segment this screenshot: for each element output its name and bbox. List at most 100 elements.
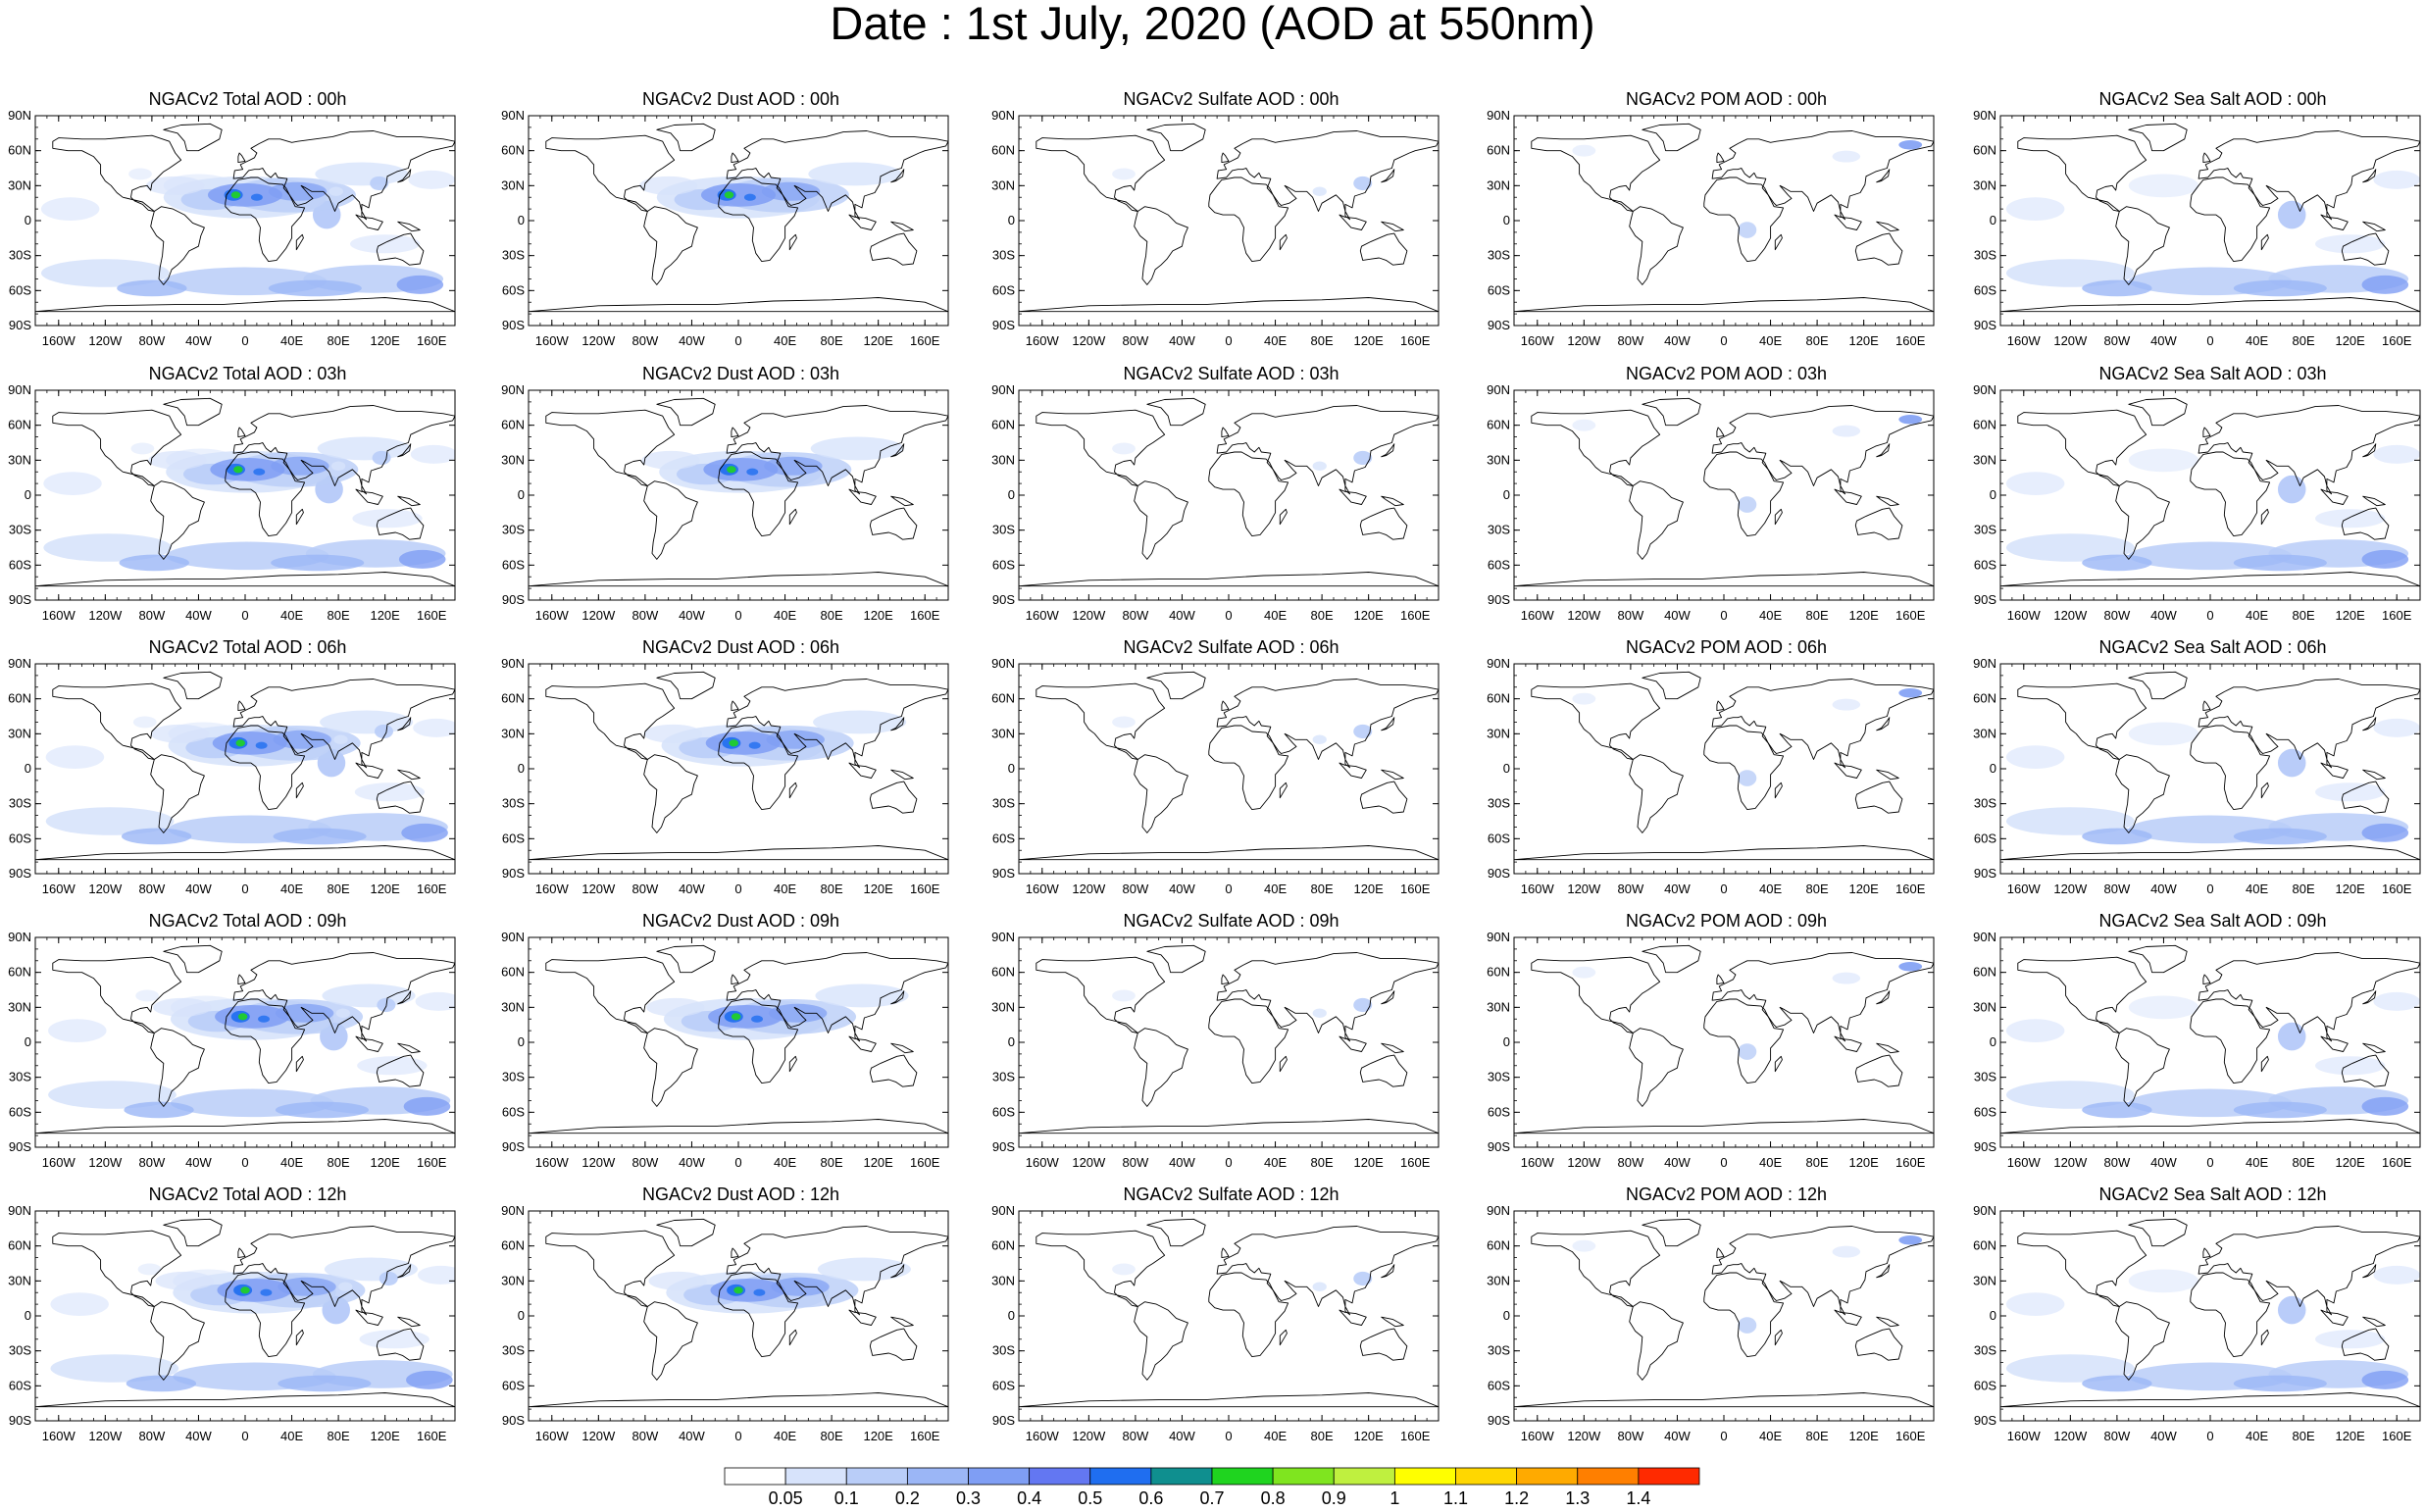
aod-field [359,1330,429,1349]
coastline [1716,974,1725,985]
coastline [890,1264,905,1279]
coastline [355,214,383,230]
aod-field [403,1096,451,1116]
coastline [355,762,383,779]
aod-map: 90N 60N 30N 0 30S 60S 90S 160W 120W 80W 40W 0 40E 80E… [991,656,1440,896]
lat-tick-label: 30S [9,248,31,263]
lat-tick-label: 60S [9,282,31,297]
lat-tick-label: 60N [1973,143,1996,158]
map-panel: NGACv2 Sulfate AOD : 12h 90N 60N 30N 0 30S 60S… [984,1184,1479,1457]
coastline [2190,998,2271,1084]
coastline [1629,206,1684,285]
lon-tick-label: 40W [185,882,212,896]
lon-tick-label: 120W [1072,882,1106,896]
aod-field [253,468,266,476]
aod-map: 90N 60N 30N 0 30S 60S 90S 160W 120W 80W 40W 0 40E 80E… [1487,382,1935,623]
lat-tick-label: 90N [8,656,31,671]
lon-tick-label: 120E [370,608,400,623]
map-panel: NGACv2 Sea Salt AOD : 06h 90N 60N 30N 0 30S 60… [1965,636,2425,910]
lat-tick-label: 60N [501,143,525,158]
lat-tick-label: 90N [8,930,31,944]
coastline [52,409,182,486]
lon-tick-label: 0 [1225,1429,1232,1443]
coastline [1629,1301,1684,1381]
coastline [2017,409,2147,486]
lat-tick-label: 30S [992,248,1015,263]
lon-tick-label: 80E [1806,1155,1829,1170]
coastline [545,1230,676,1307]
map-panel: NGACv2 Dust AOD : 03h 90N 60N 30N 0 30S 60S 90S… [493,363,988,636]
map-panel: NGACv2 Sea Salt AOD : 12h 90N 60N 30N 0 30S 60… [1965,1184,2425,1457]
coastline [397,1042,421,1054]
aod-field [768,1003,828,1023]
coastline [232,679,455,769]
aod-field [2233,1375,2327,1392]
coastline [2202,1247,2211,1259]
lon-tick-label: 80E [1311,333,1334,348]
aod-field [275,1101,370,1119]
lat-tick-label: 60N [501,965,525,980]
coastline [2320,1035,2349,1052]
lat-tick-label: 30S [1488,1070,1510,1084]
panel-title: NGACv2 Sulfate AOD : 09h [1123,911,1339,931]
lat-tick-label: 60S [502,557,525,572]
colorbar-label: 0.2 [895,1488,920,1508]
aod-field [2005,1292,2065,1316]
lat-tick-label: 30N [1487,726,1510,740]
lat-tick-label: 60N [991,418,1015,432]
coastline [1876,990,1891,1005]
aod-field [50,1292,109,1316]
coastline [1834,488,1862,505]
lon-tick-label: 120E [1848,608,1879,623]
aod-field [733,1286,743,1294]
coastline [2320,1309,2349,1326]
lat-tick-label: 60N [991,965,1015,980]
lat-tick-label: 0 [1008,1308,1015,1323]
coastline [1711,405,1934,495]
lat-tick-label: 30N [8,1273,31,1287]
coastline [52,1230,182,1307]
lat-tick-label: 60S [9,1104,31,1119]
panel-title: NGACv2 Sulfate AOD : 12h [1123,1184,1339,1204]
lat-tick-label: 30N [991,1273,1015,1287]
lon-tick-label: 80W [1618,882,1644,896]
aod-field [1312,1008,1327,1019]
lat-tick-label: 90N [991,930,1015,944]
coastline [397,717,412,731]
lat-tick-label: 30N [1487,177,1510,192]
aod-field [278,1375,372,1392]
lon-tick-label: 160W [1521,608,1555,623]
lat-tick-label: 30N [991,999,1015,1014]
lon-tick-label: 120E [1848,1155,1879,1170]
coastline [2115,480,2170,560]
coastline [1629,1028,1684,1107]
lon-tick-label: 160E [1895,608,1926,623]
lon-tick-label: 160E [1895,333,1926,348]
lat-tick-label: 90N [501,656,525,671]
lat-tick-label: 90S [1488,1413,1510,1428]
coastline [295,1329,304,1346]
coastline [397,169,412,183]
lat-tick-label: 30S [1488,1343,1510,1358]
lon-tick-label: 40E [1759,882,1782,896]
coastline [2017,1230,2147,1307]
coastline [2362,769,2386,781]
lat-tick-label: 30S [502,523,525,537]
coastline [150,1301,205,1381]
aod-field [2082,279,2152,297]
coastline [2198,952,2420,1042]
aod-map: 90N 60N 30N 0 30S 60S 90S 160W 120W 80W 40W 0 40E 80E… [501,930,949,1170]
coastline [1834,762,1862,779]
lon-tick-label: 40W [2150,882,2177,896]
aod-field [2361,1370,2409,1389]
lon-tick-label: 80E [821,1155,843,1170]
aod-field [2361,823,2409,842]
lat-tick-label: 90N [1487,1203,1510,1218]
aod-field [271,554,365,572]
coastline [225,998,306,1084]
lon-tick-label: 40W [2150,333,2177,348]
aod-field [2005,1019,2065,1042]
panel-title: NGACv2 POM AOD : 03h [1625,364,1828,383]
lat-tick-label: 0 [25,1308,31,1323]
aod-map: 90N 60N 30N 0 30S 60S 90S 160W 120W 80W 40W 0 40E 80E… [1487,108,1935,348]
